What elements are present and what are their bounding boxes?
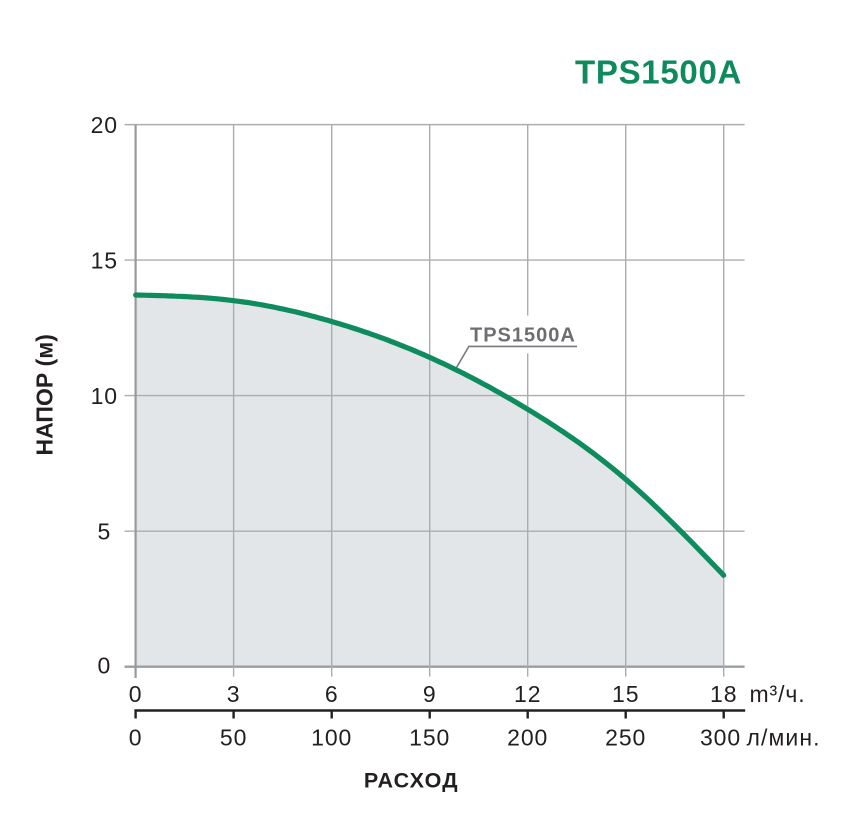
svg-text:9: 9 <box>423 681 437 707</box>
svg-text:50: 50 <box>220 725 247 751</box>
svg-text:РАСХОД: РАСХОД <box>364 768 459 792</box>
svg-text:5: 5 <box>97 519 111 545</box>
svg-text:300: 300 <box>700 725 741 751</box>
svg-text:TPS1500A: TPS1500A <box>470 325 576 347</box>
svg-text:150: 150 <box>409 725 450 751</box>
svg-text:10: 10 <box>91 383 118 409</box>
svg-text:250: 250 <box>605 725 646 751</box>
svg-text:m³/ч.: m³/ч. <box>750 681 806 707</box>
svg-text:20: 20 <box>91 112 118 138</box>
svg-text:15: 15 <box>612 681 639 707</box>
svg-text:200: 200 <box>507 725 548 751</box>
svg-text:100: 100 <box>311 725 352 751</box>
svg-text:л/мин.: л/мин. <box>747 725 821 751</box>
svg-text:0: 0 <box>129 681 143 707</box>
svg-text:TPS1500A: TPS1500A <box>575 54 742 91</box>
svg-text:0: 0 <box>129 725 143 751</box>
svg-text:3: 3 <box>227 681 241 707</box>
svg-text:12: 12 <box>514 681 541 707</box>
svg-text:18: 18 <box>710 681 737 707</box>
svg-text:НАПОР (м): НАПОР (м) <box>31 334 57 455</box>
svg-text:6: 6 <box>325 681 339 707</box>
svg-text:0: 0 <box>97 653 111 679</box>
svg-text:15: 15 <box>91 248 118 274</box>
